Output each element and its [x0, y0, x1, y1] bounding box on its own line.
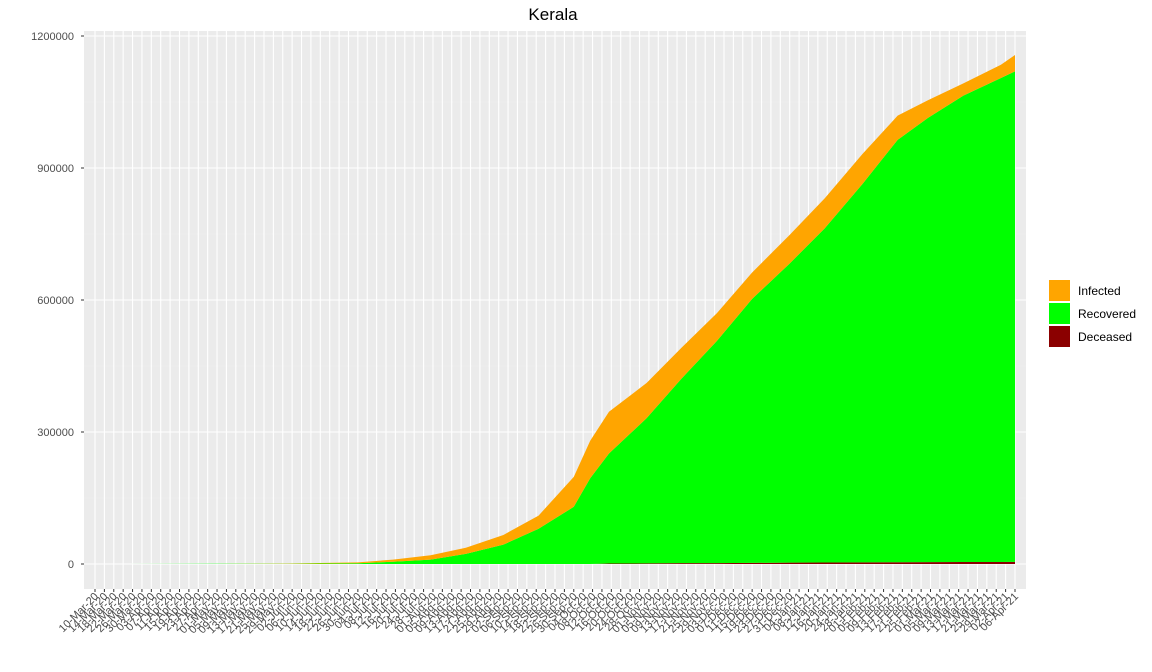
legend-label: Infected — [1078, 284, 1121, 298]
legend-label: Deceased — [1078, 330, 1132, 344]
legend-key-deceased — [1049, 326, 1070, 347]
y-tick-label: 300000 — [37, 427, 74, 439]
series-areas — [95, 55, 1015, 565]
area-infected — [95, 55, 1015, 565]
legend: Infected Recovered Deceased — [1049, 280, 1136, 347]
y-tick-label: 1200000 — [31, 31, 74, 43]
legend-label: Recovered — [1078, 307, 1136, 321]
y-tick-label: 0 — [68, 559, 74, 571]
y-axis-ticks: 0 300000 600000 900000 1200000 — [31, 31, 84, 571]
y-tick-label: 600000 — [37, 295, 74, 307]
area-deceased — [95, 561, 1015, 564]
legend-key-recovered — [1049, 303, 1070, 324]
legend-key-infected — [1049, 280, 1070, 301]
x-axis-ticks: 10-Mar-2014-Mar-2018-Mar-2022-Mar-2026-M… — [57, 589, 1021, 636]
y-tick-label: 900000 — [37, 163, 74, 175]
chart-title: Kerala — [528, 5, 578, 24]
area-recovered — [95, 71, 1015, 564]
